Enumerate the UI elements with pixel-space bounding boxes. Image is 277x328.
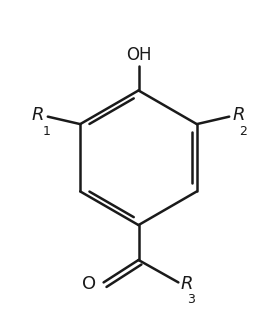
Text: O: O xyxy=(83,275,97,293)
Text: R: R xyxy=(181,275,193,293)
Text: R: R xyxy=(233,106,245,124)
Text: OH: OH xyxy=(126,46,151,64)
Text: 3: 3 xyxy=(188,293,195,306)
Text: R: R xyxy=(32,106,44,124)
Text: 1: 1 xyxy=(43,125,50,138)
Text: 2: 2 xyxy=(239,125,247,138)
